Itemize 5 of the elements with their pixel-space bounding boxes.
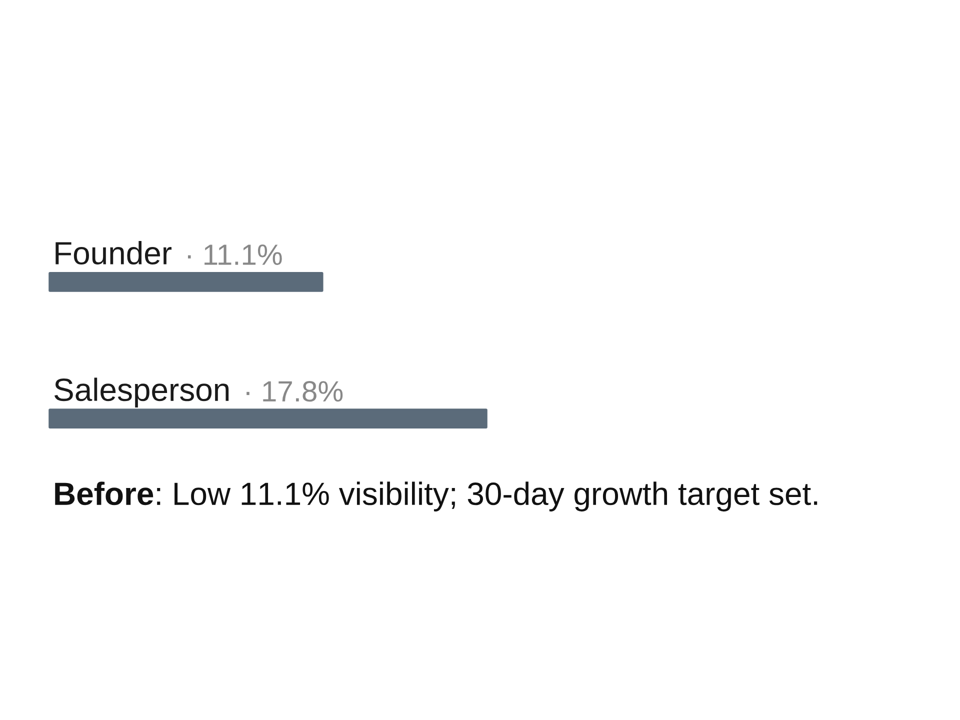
y-tick-label: Salesperson <box>54 378 229 408</box>
text: Before: Low 11.1% visibility; 30-day growth target set. <box>55 482 818 512</box>
data-label: · 11.1% <box>188 244 282 265</box>
y-tick-label: Founder <box>56 241 172 265</box>
data-label: · 17.8% <box>246 381 343 402</box>
